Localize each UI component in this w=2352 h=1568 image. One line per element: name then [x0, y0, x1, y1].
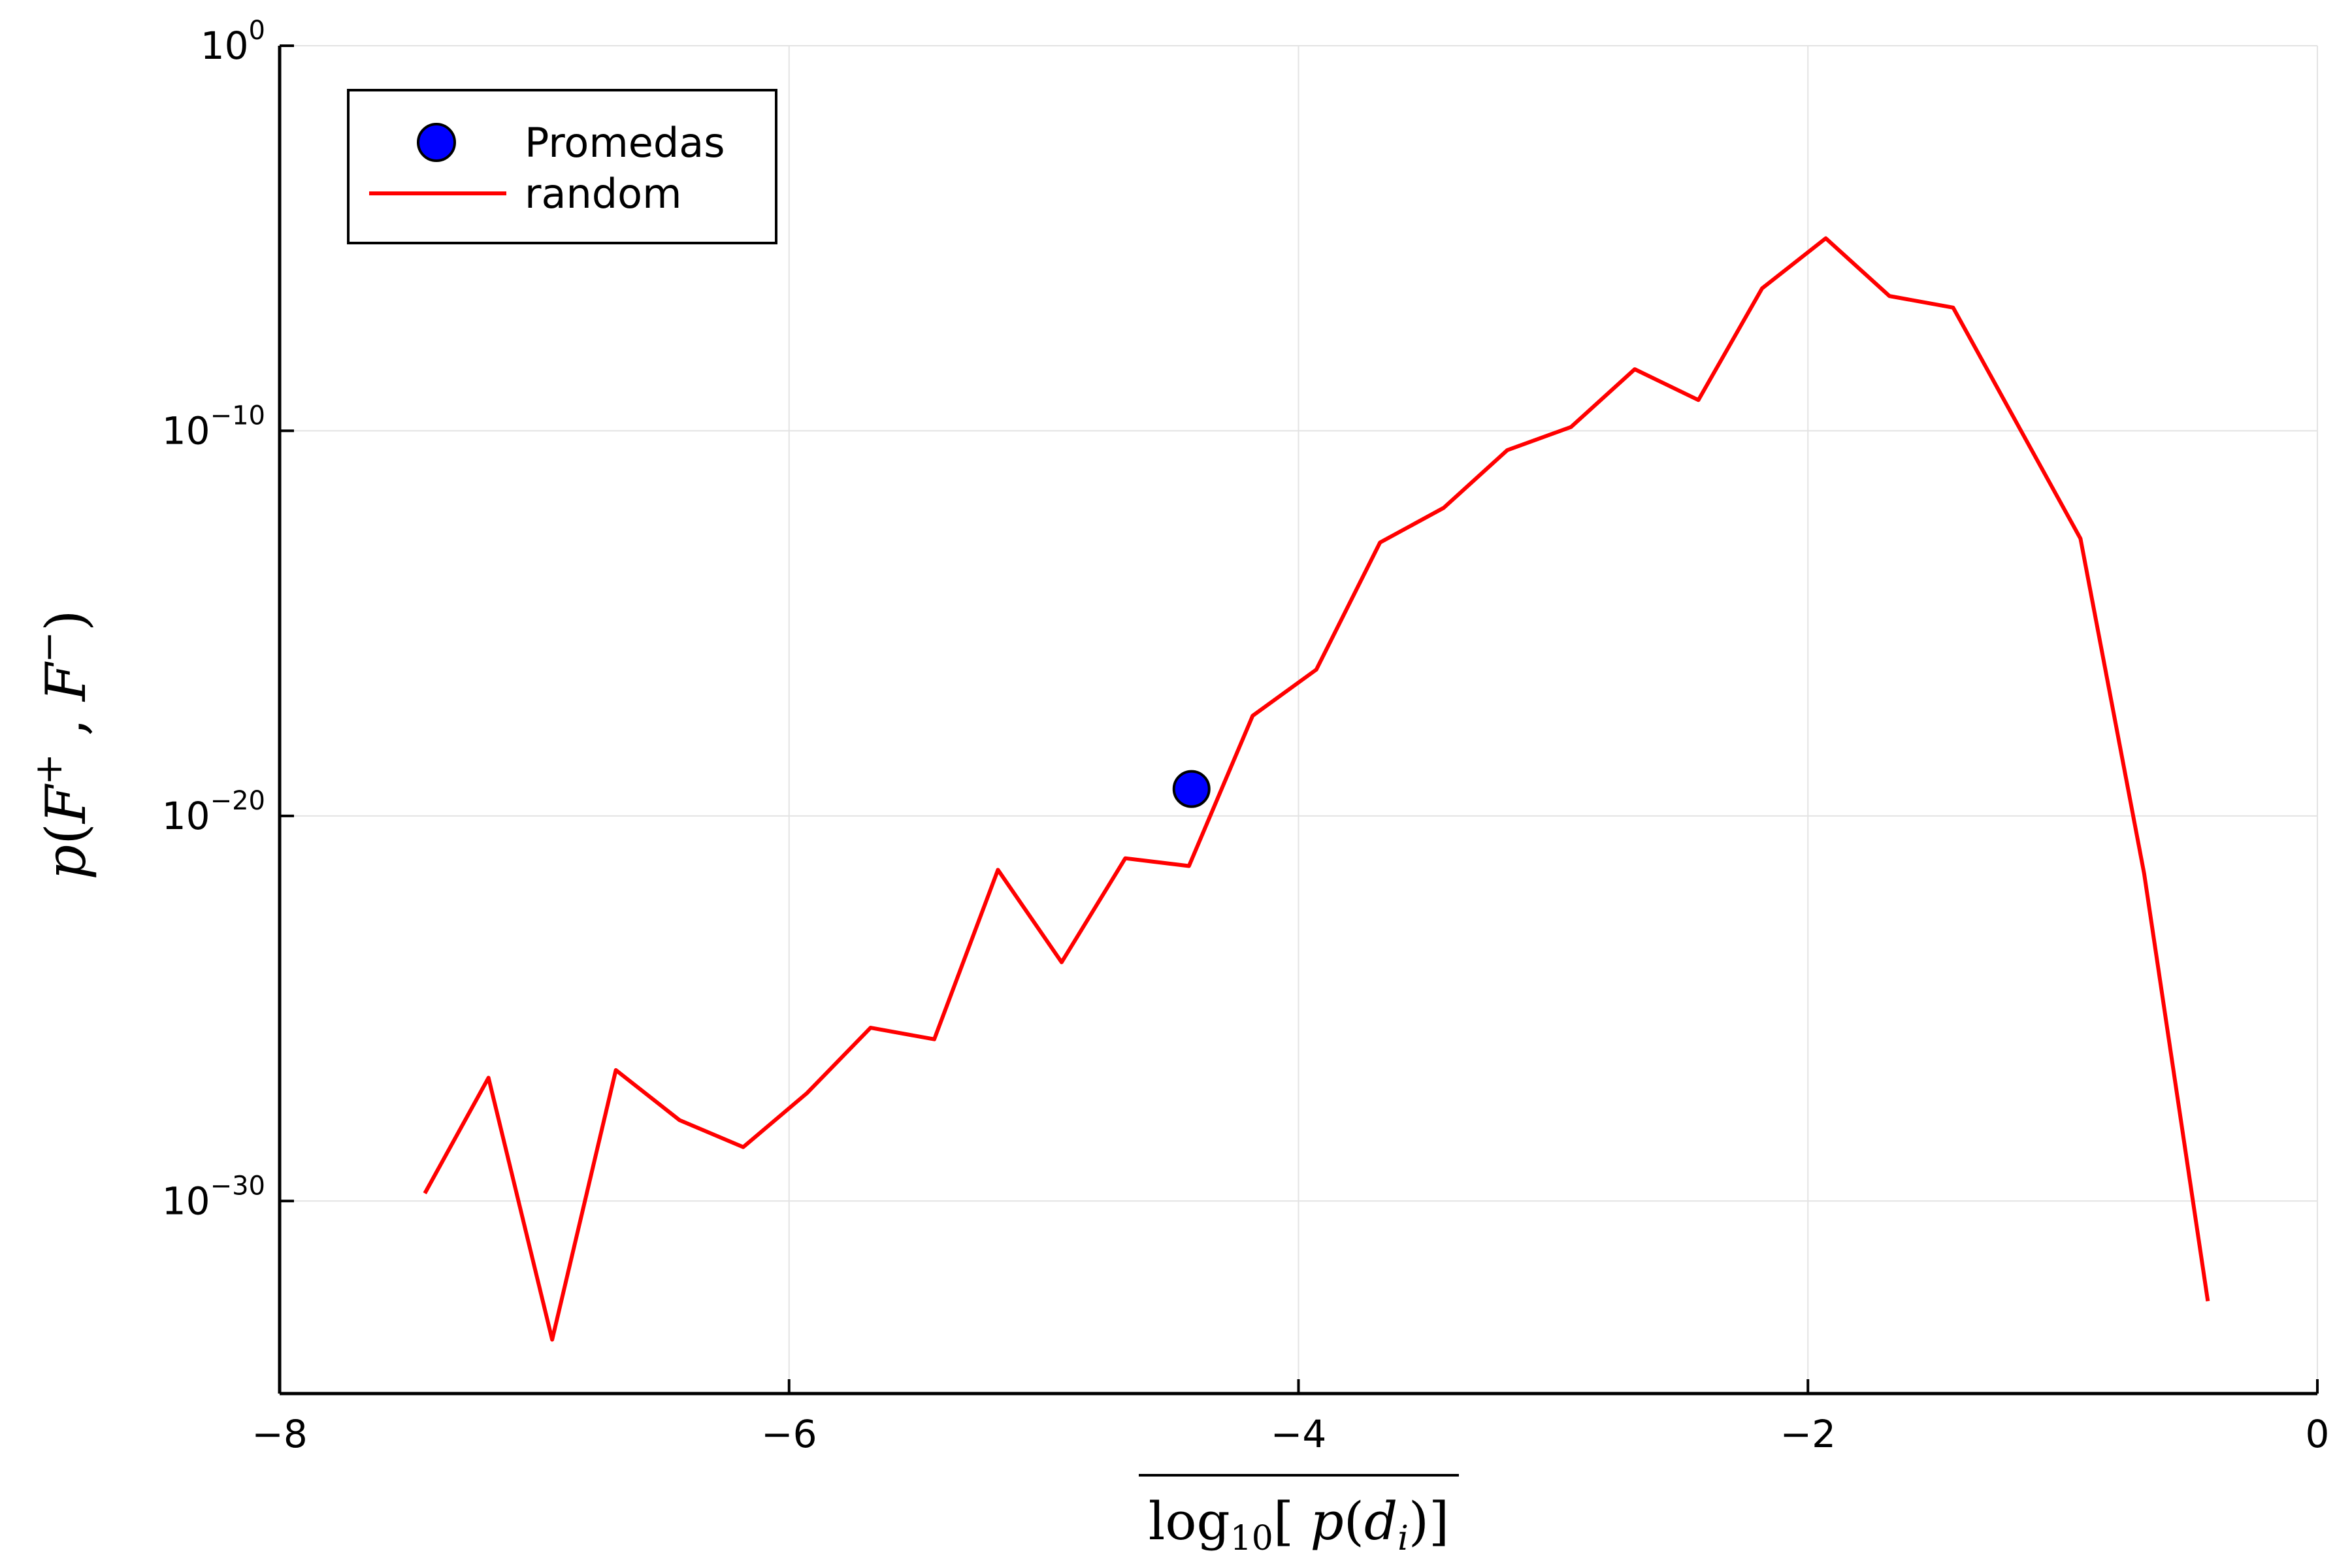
legend: Promedas random	[347, 89, 777, 244]
y-axis-label: p(F+ , F−)	[26, 610, 98, 879]
grid	[279, 45, 2318, 1394]
x-tick-label: −4	[1271, 1412, 1327, 1456]
y-tick-label: 100	[201, 16, 265, 68]
legend-marker-promedas	[417, 123, 456, 162]
x-tick-label: −8	[252, 1412, 308, 1456]
legend-box	[347, 89, 777, 244]
y-tick-label: 10−20	[162, 786, 265, 838]
y-axis-label-text: p(F+ , F−)	[26, 610, 98, 879]
y-tick-label: 10−30	[162, 1171, 265, 1223]
axes: −8 −6 −4 −2 0 100 10−10 10−20 10−30	[162, 16, 2330, 1456]
x-tick-label: 0	[2306, 1412, 2330, 1456]
x-axis-label-text: log10[ p(di)]	[1149, 1491, 1450, 1558]
x-tick-label: −6	[761, 1412, 817, 1456]
x-tick-label: −2	[1780, 1412, 1837, 1456]
series-line-random	[423, 236, 2210, 1342]
x-axis-label: log10[ p(di)]	[1139, 1474, 1459, 1558]
legend-label-promedas: Promedas	[525, 119, 725, 167]
data-point-promedas	[1172, 770, 1211, 808]
y-tick-label: 10−10	[162, 400, 265, 453]
plot-area	[423, 236, 2210, 1342]
legend-label-random: random	[525, 170, 681, 218]
